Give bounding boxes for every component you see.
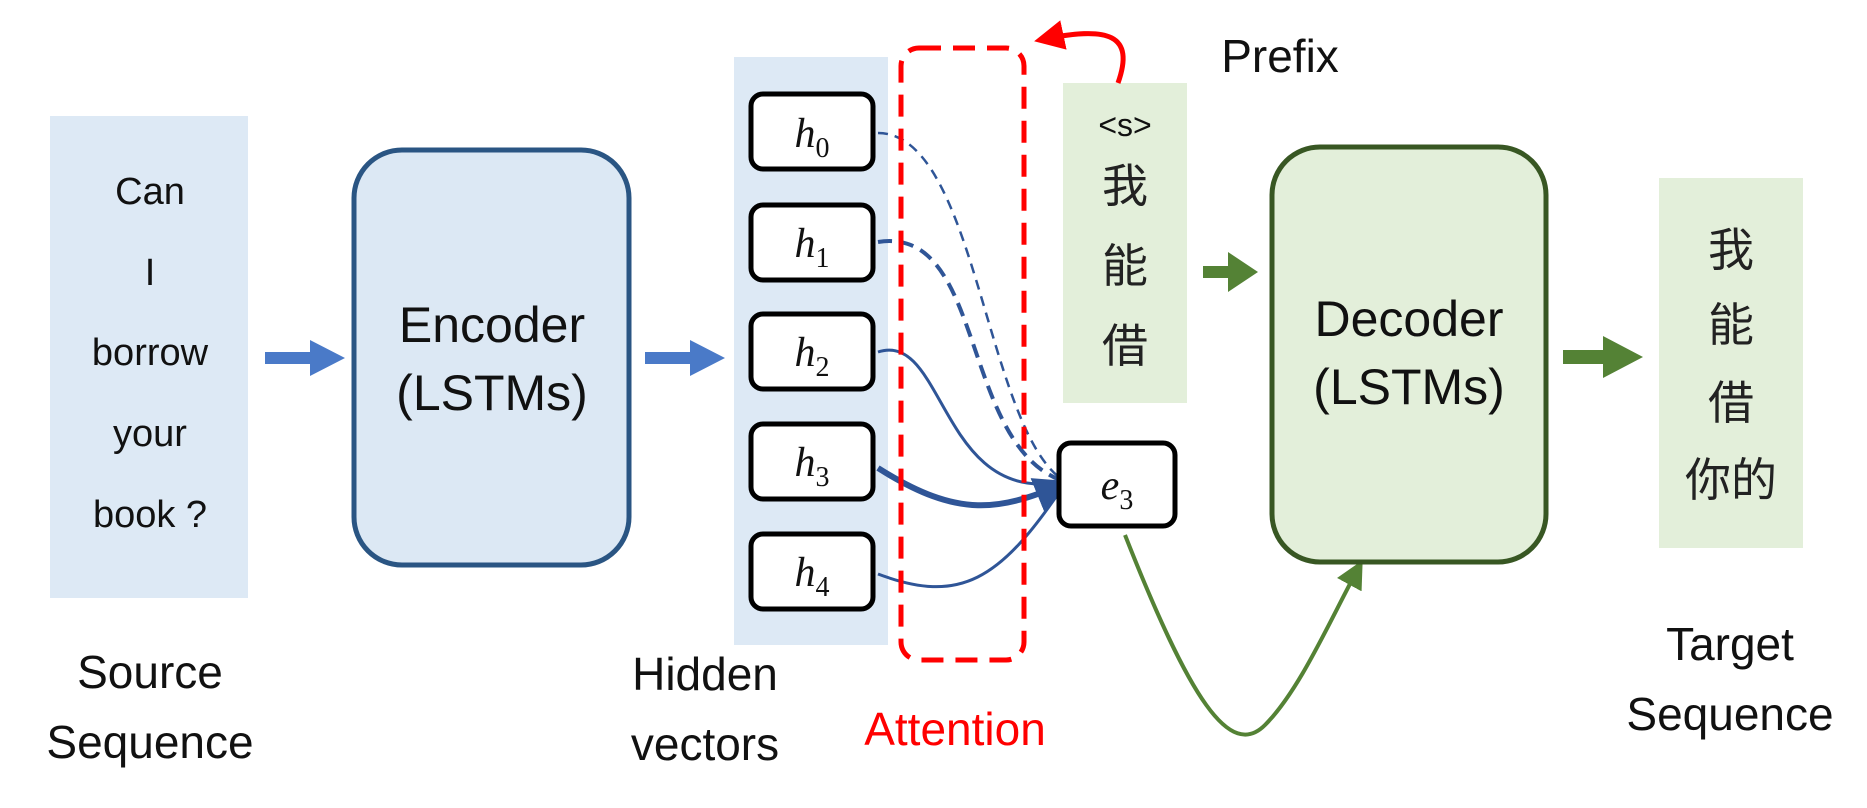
svg-text:h4: h4 bbox=[795, 550, 830, 603]
target-token: 你的 bbox=[1685, 453, 1777, 507]
context-to-decoder-arrow bbox=[1123, 534, 1363, 737]
attention-line-h0 bbox=[877, 131, 1061, 479]
decoder-sublabel: (LSTMs) bbox=[1313, 359, 1505, 415]
source-caption-line2: Sequence bbox=[46, 716, 253, 768]
encoder-box bbox=[351, 147, 632, 568]
context-vector-e3: e3 bbox=[1056, 440, 1178, 529]
hidden-vector-index: 2 bbox=[816, 352, 830, 383]
prefix-to-decoder-arrow bbox=[1203, 252, 1258, 292]
source-caption-line1: Source bbox=[77, 646, 223, 698]
prefix-token: <s> bbox=[1098, 107, 1151, 143]
source-token: I bbox=[145, 252, 156, 294]
svg-text:e3: e3 bbox=[1101, 463, 1134, 516]
hidden-vector-symbol: h bbox=[795, 330, 816, 376]
source-token: Can bbox=[115, 171, 185, 213]
svg-text:h3: h3 bbox=[795, 440, 830, 493]
target-sequence-panel bbox=[1659, 178, 1803, 548]
prefix-label: Prefix bbox=[1221, 30, 1339, 82]
hidden-vector-h4: h4 bbox=[748, 531, 876, 612]
attention-label: Attention bbox=[864, 703, 1046, 755]
hidden-vector-symbol: h bbox=[795, 111, 816, 157]
prefix-feedback-arrow bbox=[1034, 20, 1126, 84]
decoder-label: Decoder bbox=[1315, 291, 1504, 347]
context-symbol: e bbox=[1101, 463, 1120, 509]
hidden-vector-index: 0 bbox=[816, 133, 830, 164]
attention-line-h4 bbox=[877, 487, 1064, 589]
hidden-vector-h3: h3 bbox=[748, 421, 876, 502]
attention-line-h1 bbox=[877, 239, 1061, 482]
svg-text:h2: h2 bbox=[795, 330, 830, 383]
hidden-vector-symbol: h bbox=[795, 221, 816, 267]
hidden-caption-line2: vectors bbox=[631, 718, 779, 770]
source-token: book ? bbox=[93, 494, 207, 536]
encoder-label: Encoder bbox=[399, 297, 585, 353]
encoder-sublabel: (LSTMs) bbox=[396, 365, 588, 421]
hidden-vector-index: 4 bbox=[816, 572, 830, 603]
attention-box bbox=[898, 45, 1027, 663]
svg-text:h1: h1 bbox=[795, 221, 830, 274]
prefix-token: 能 bbox=[1102, 239, 1148, 293]
context-index: 3 bbox=[1119, 485, 1133, 516]
hidden-vector-h1: h1 bbox=[748, 202, 876, 283]
decoder-to-target-arrow bbox=[1563, 336, 1643, 378]
target-caption-line1: Target bbox=[1666, 618, 1794, 670]
hidden-vector-index: 1 bbox=[816, 243, 830, 274]
hidden-caption-line1: Hidden bbox=[632, 648, 778, 700]
target-token: 能 bbox=[1708, 298, 1754, 352]
hidden-vector-symbol: h bbox=[795, 440, 816, 486]
source-token: your bbox=[113, 413, 187, 455]
hidden-vector-h0: h0 bbox=[748, 91, 876, 172]
target-token: 借 bbox=[1708, 376, 1754, 430]
encoder-to-hidden-arrow bbox=[645, 340, 725, 376]
decoder-box bbox=[1269, 144, 1549, 565]
target-token: 我 bbox=[1708, 223, 1754, 277]
hidden-vector-h2: h2 bbox=[748, 311, 876, 392]
hidden-vector-symbol: h bbox=[795, 550, 816, 596]
hidden-vector-index: 3 bbox=[816, 462, 830, 493]
svg-text:h0: h0 bbox=[795, 111, 830, 164]
prefix-token: 借 bbox=[1102, 319, 1148, 373]
prefix-token: 我 bbox=[1102, 159, 1148, 213]
prefix-panel bbox=[1063, 83, 1187, 403]
source-sequence-panel bbox=[50, 116, 248, 598]
source-to-encoder-arrow bbox=[265, 340, 345, 376]
attention-line-h3 bbox=[876, 465, 1071, 512]
source-token: borrow bbox=[92, 332, 209, 374]
target-caption-line2: Sequence bbox=[1626, 688, 1833, 740]
